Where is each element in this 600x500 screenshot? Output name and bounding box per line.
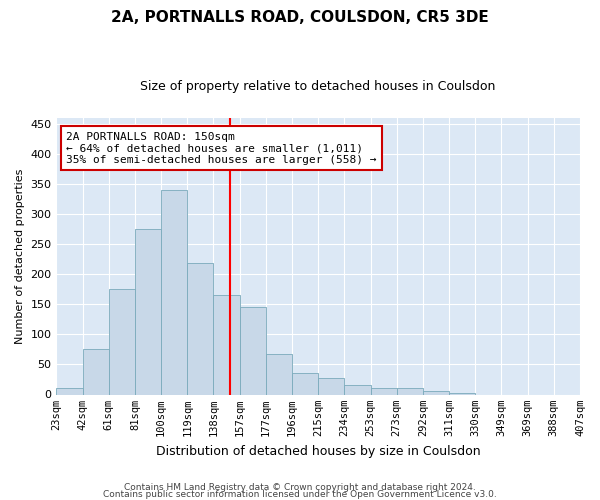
Bar bbox=[187, 264, 214, 394]
Bar bbox=[371, 388, 397, 394]
Bar bbox=[56, 388, 83, 394]
Bar bbox=[239, 308, 266, 394]
Y-axis label: Number of detached properties: Number of detached properties bbox=[15, 168, 25, 344]
Text: 2A, PORTNALLS ROAD, COULSDON, CR5 3DE: 2A, PORTNALLS ROAD, COULSDON, CR5 3DE bbox=[111, 10, 489, 25]
Bar bbox=[214, 295, 239, 394]
Bar bbox=[83, 350, 109, 395]
Bar bbox=[344, 386, 371, 394]
Title: Size of property relative to detached houses in Coulsdon: Size of property relative to detached ho… bbox=[140, 80, 496, 93]
Bar bbox=[266, 354, 292, 395]
Bar bbox=[292, 374, 318, 394]
Bar bbox=[318, 378, 344, 394]
Bar bbox=[109, 289, 135, 395]
Bar bbox=[135, 229, 161, 394]
Bar bbox=[397, 388, 423, 394]
Bar bbox=[423, 391, 449, 394]
Text: Contains public sector information licensed under the Open Government Licence v3: Contains public sector information licen… bbox=[103, 490, 497, 499]
Bar bbox=[161, 190, 187, 394]
X-axis label: Distribution of detached houses by size in Coulsdon: Distribution of detached houses by size … bbox=[155, 444, 480, 458]
Text: 2A PORTNALLS ROAD: 150sqm
← 64% of detached houses are smaller (1,011)
35% of se: 2A PORTNALLS ROAD: 150sqm ← 64% of detac… bbox=[67, 132, 377, 165]
Text: Contains HM Land Registry data © Crown copyright and database right 2024.: Contains HM Land Registry data © Crown c… bbox=[124, 484, 476, 492]
